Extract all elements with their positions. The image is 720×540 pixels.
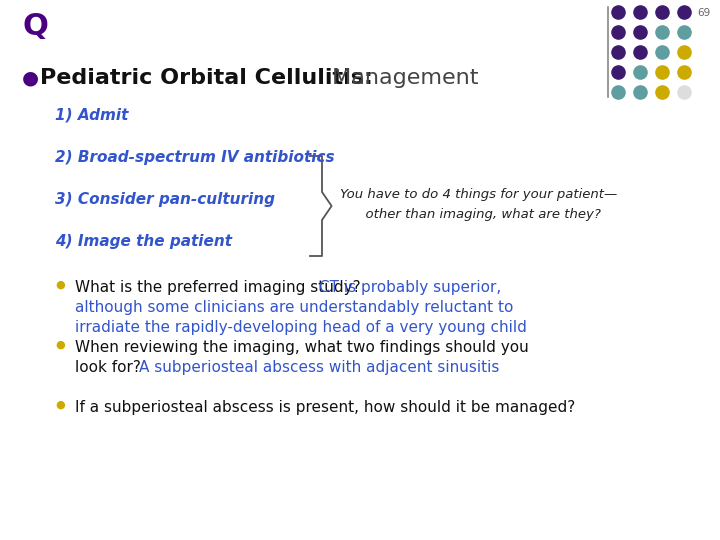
Text: Pediatric Orbital Cellulitis:: Pediatric Orbital Cellulitis: (40, 68, 373, 88)
Point (612, 28, 624, 36)
Point (612, 68, 624, 76)
Point (656, 28, 667, 36)
Point (634, 48, 646, 56)
Text: 3) Consider pan-culturing: 3) Consider pan-culturing (55, 192, 275, 207)
Point (634, 68, 646, 76)
Point (612, 8, 624, 16)
Text: When reviewing the imaging, what two findings should you: When reviewing the imaging, what two fin… (75, 340, 528, 355)
Point (656, 68, 667, 76)
Text: You have to do 4 things for your patient—
      other than imaging, what are the: You have to do 4 things for your patient… (340, 188, 617, 221)
Text: 69: 69 (697, 8, 710, 18)
Point (634, 87, 646, 96)
Text: A subperiosteal abscess with adjacent sinusitis: A subperiosteal abscess with adjacent si… (139, 360, 500, 375)
Point (678, 28, 690, 36)
Text: irradiate the rapidly-developing head of a very young child: irradiate the rapidly-developing head of… (75, 320, 527, 335)
Text: ●: ● (22, 68, 39, 87)
Point (612, 87, 624, 96)
Text: 1) Admit: 1) Admit (55, 108, 128, 123)
Point (656, 48, 667, 56)
Point (656, 8, 667, 16)
Text: Management: Management (325, 68, 479, 88)
Point (678, 8, 690, 16)
Text: look for?: look for? (75, 360, 145, 375)
Text: ●: ● (55, 400, 65, 410)
Point (634, 28, 646, 36)
Point (678, 48, 690, 56)
Text: ●: ● (55, 280, 65, 290)
Point (678, 68, 690, 76)
Point (612, 48, 624, 56)
Text: 4) Image the patient: 4) Image the patient (55, 234, 232, 249)
Point (656, 87, 667, 96)
Text: 2) Broad-spectrum IV antibiotics: 2) Broad-spectrum IV antibiotics (55, 150, 335, 165)
Text: ●: ● (55, 340, 65, 350)
Point (678, 87, 690, 96)
Text: CT is probably superior,: CT is probably superior, (319, 280, 501, 295)
Text: Q: Q (22, 12, 48, 41)
Point (634, 8, 646, 16)
Text: although some clinicians are understandably reluctant to: although some clinicians are understanda… (75, 300, 513, 315)
Text: What is the preferred imaging study?: What is the preferred imaging study? (75, 280, 366, 295)
Text: If a subperiosteal abscess is present, how should it be managed?: If a subperiosteal abscess is present, h… (75, 400, 575, 415)
